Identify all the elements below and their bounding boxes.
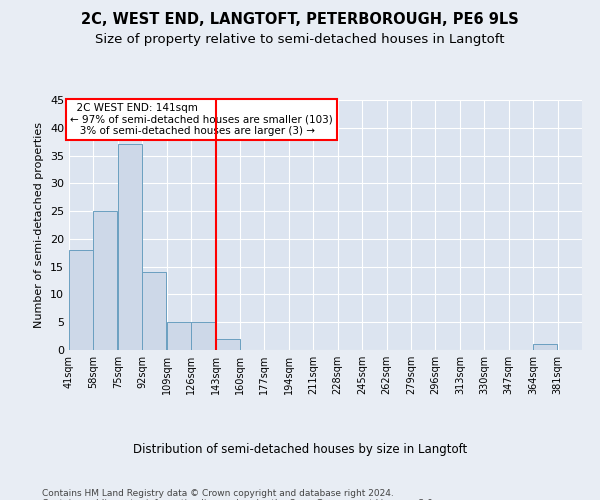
Bar: [215, 339, 239, 350]
Y-axis label: Number of semi-detached properties: Number of semi-detached properties: [34, 122, 44, 328]
Bar: [69, 250, 93, 350]
Bar: [142, 272, 166, 350]
Text: 2C WEST END: 141sqm
← 97% of semi-detached houses are smaller (103)
   3% of sem: 2C WEST END: 141sqm ← 97% of semi-detach…: [70, 103, 332, 136]
Text: Size of property relative to semi-detached houses in Langtoft: Size of property relative to semi-detach…: [95, 32, 505, 46]
Bar: [118, 144, 142, 350]
Text: Contains HM Land Registry data © Crown copyright and database right 2024.: Contains HM Land Registry data © Crown c…: [42, 488, 394, 498]
Text: Contains public sector information licensed under the Open Government Licence v3: Contains public sector information licen…: [42, 498, 436, 500]
Bar: [94, 211, 118, 350]
Text: Distribution of semi-detached houses by size in Langtoft: Distribution of semi-detached houses by …: [133, 442, 467, 456]
Text: 2C, WEST END, LANGTOFT, PETERBOROUGH, PE6 9LS: 2C, WEST END, LANGTOFT, PETERBOROUGH, PE…: [81, 12, 519, 28]
Bar: [533, 344, 557, 350]
Bar: [191, 322, 215, 350]
Bar: [167, 322, 191, 350]
